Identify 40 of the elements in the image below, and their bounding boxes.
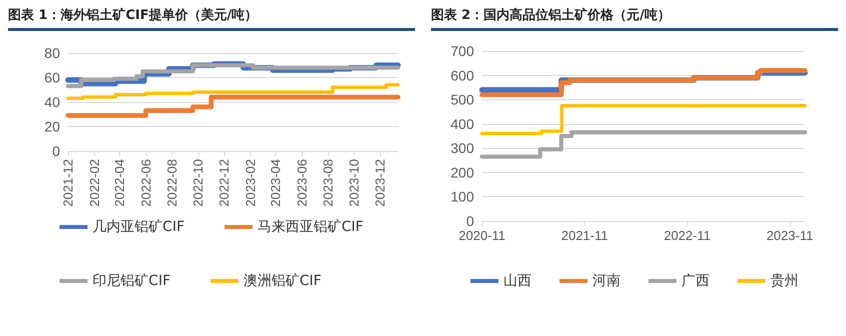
x-tick-label: 2023-11 xyxy=(766,228,814,243)
y-tick-label: 500 xyxy=(450,92,474,108)
x-tick-label: 2022-11 xyxy=(664,228,711,243)
y-tick-label: 100 xyxy=(450,188,474,205)
y-tick-label: 80 xyxy=(44,45,60,61)
x-tick-label: 2020-11 xyxy=(458,228,506,243)
x-tick-label: 2023-12 xyxy=(372,159,388,207)
legend-label: 几内亚铝矿CIF xyxy=(92,219,185,235)
x-tick-label: 2023-02 xyxy=(243,159,258,207)
x-tick-label: 2022-02 xyxy=(87,159,102,207)
legend-label: 河南 xyxy=(592,273,620,289)
x-tick-label: 2023-10 xyxy=(346,159,362,207)
x-tick-label: 2023-08 xyxy=(320,159,336,207)
y-tick-label: 300 xyxy=(450,140,474,156)
y-tick-label: 60 xyxy=(44,70,60,86)
y-tick-label: 20 xyxy=(44,118,60,134)
y-tick-label: 0 xyxy=(466,213,474,229)
x-tick-label: 2021-11 xyxy=(561,228,608,243)
legend-label: 广西 xyxy=(682,273,710,289)
y-tick-label: 200 xyxy=(450,164,474,180)
legend-label: 马来西亚铝矿CIF xyxy=(258,219,364,235)
y-tick-label: 600 xyxy=(450,67,474,84)
chart-title: 图表 1：海外铝土矿CIF提单价（美元/吨） xyxy=(8,6,415,31)
y-tick-label: 0 xyxy=(52,143,60,159)
x-tick-label: 2022-04 xyxy=(112,159,128,207)
legend-label: 澳洲铝矿CIF xyxy=(244,273,322,289)
x-tick-label: 2022-06 xyxy=(138,159,154,207)
x-tick-label: 2023-04 xyxy=(268,159,284,207)
x-tick-label: 2022-12 xyxy=(216,159,232,207)
x-tick-label: 2021-12 xyxy=(60,159,76,207)
legend-label: 贵州 xyxy=(770,273,798,289)
x-tick-label: 2022-08 xyxy=(164,159,180,207)
x-tick-label: 2022-10 xyxy=(190,159,206,207)
y-tick-label: 700 xyxy=(450,43,474,59)
y-tick-label: 40 xyxy=(44,94,60,110)
x-tick-label: 2023-06 xyxy=(294,159,310,207)
chart-title: 图表 2：国内高品位铝土矿价格（元/吨） xyxy=(431,6,838,31)
legend-label: 山西 xyxy=(504,273,532,289)
y-tick-label: 400 xyxy=(450,116,474,132)
legend-label: 印尼铝矿CIF xyxy=(92,273,171,289)
